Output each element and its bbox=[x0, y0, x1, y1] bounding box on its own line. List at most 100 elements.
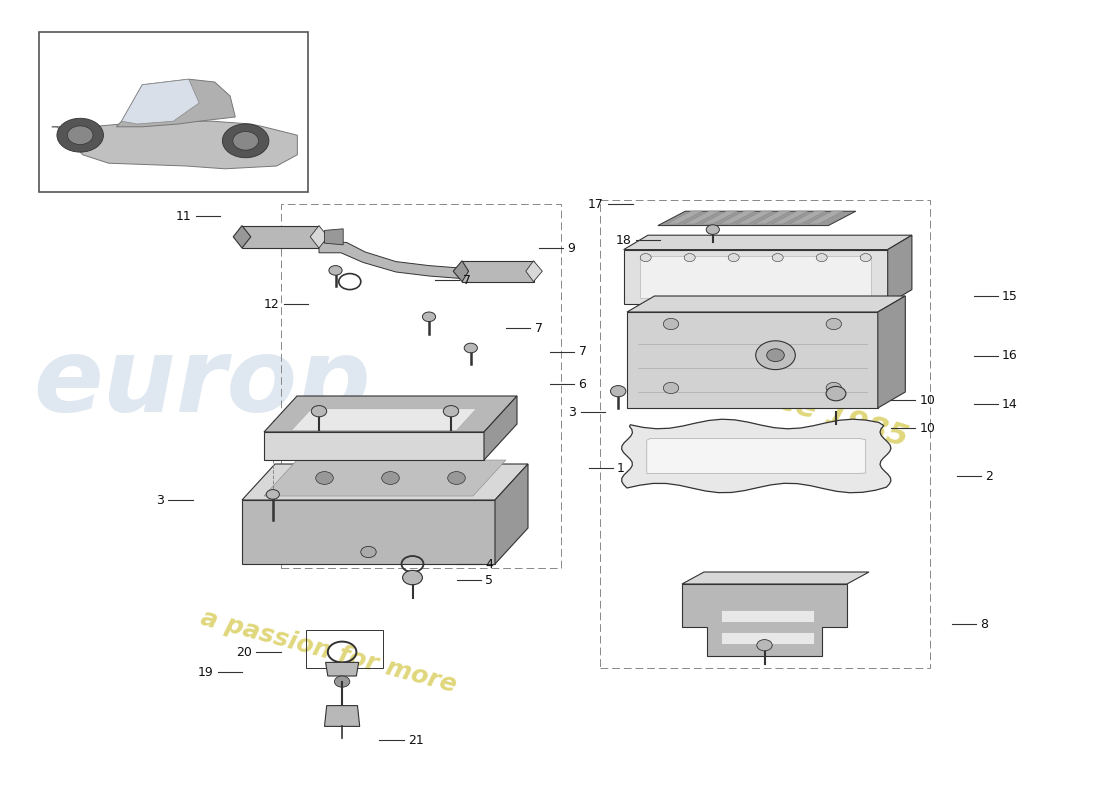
Polygon shape bbox=[324, 229, 343, 245]
Polygon shape bbox=[790, 211, 825, 224]
Polygon shape bbox=[264, 460, 506, 496]
Polygon shape bbox=[807, 211, 843, 224]
Polygon shape bbox=[526, 261, 542, 282]
Circle shape bbox=[464, 343, 477, 353]
Bar bbox=[306, 630, 383, 668]
Polygon shape bbox=[264, 432, 484, 460]
Circle shape bbox=[640, 254, 651, 262]
Polygon shape bbox=[684, 211, 719, 224]
Polygon shape bbox=[624, 235, 912, 250]
Polygon shape bbox=[310, 226, 328, 248]
Text: 21: 21 bbox=[408, 734, 424, 746]
Text: 9: 9 bbox=[568, 242, 575, 254]
Polygon shape bbox=[624, 250, 888, 304]
Text: 8: 8 bbox=[980, 618, 988, 630]
Circle shape bbox=[316, 472, 333, 484]
Polygon shape bbox=[242, 500, 495, 564]
Text: 18: 18 bbox=[616, 234, 631, 246]
Bar bbox=[39, 32, 308, 192]
Circle shape bbox=[826, 318, 842, 330]
Text: 7: 7 bbox=[579, 346, 586, 358]
Polygon shape bbox=[495, 464, 528, 564]
Text: 19: 19 bbox=[198, 666, 213, 678]
Circle shape bbox=[329, 266, 342, 275]
Text: 3: 3 bbox=[569, 406, 576, 418]
Polygon shape bbox=[627, 296, 905, 312]
Polygon shape bbox=[121, 79, 199, 124]
Circle shape bbox=[448, 472, 465, 484]
Polygon shape bbox=[737, 211, 772, 224]
Circle shape bbox=[756, 341, 795, 370]
Circle shape bbox=[382, 472, 399, 484]
Text: 10: 10 bbox=[920, 422, 935, 434]
Circle shape bbox=[361, 546, 376, 558]
Bar bbox=[280, 204, 561, 568]
Polygon shape bbox=[484, 396, 517, 460]
Polygon shape bbox=[242, 464, 528, 500]
Text: 16: 16 bbox=[1002, 350, 1018, 362]
Circle shape bbox=[334, 676, 350, 687]
Circle shape bbox=[403, 570, 422, 585]
Circle shape bbox=[311, 406, 327, 417]
Polygon shape bbox=[658, 211, 856, 226]
Circle shape bbox=[816, 254, 827, 262]
Circle shape bbox=[826, 382, 842, 394]
Polygon shape bbox=[319, 242, 460, 278]
Polygon shape bbox=[453, 261, 469, 282]
Text: 3: 3 bbox=[156, 494, 164, 506]
Bar bbox=[720, 610, 814, 622]
Circle shape bbox=[860, 254, 871, 262]
Polygon shape bbox=[324, 706, 360, 726]
Circle shape bbox=[443, 406, 459, 417]
Circle shape bbox=[826, 386, 846, 401]
Polygon shape bbox=[888, 235, 912, 304]
Circle shape bbox=[233, 131, 258, 150]
Polygon shape bbox=[264, 396, 517, 432]
Text: 20: 20 bbox=[236, 646, 252, 658]
Text: 12: 12 bbox=[264, 298, 279, 310]
Polygon shape bbox=[878, 296, 905, 408]
Polygon shape bbox=[682, 572, 869, 584]
Text: since 1985: since 1985 bbox=[726, 371, 911, 453]
Circle shape bbox=[684, 254, 695, 262]
Circle shape bbox=[728, 254, 739, 262]
Text: europ: europ bbox=[33, 334, 371, 434]
Polygon shape bbox=[326, 662, 359, 676]
Text: 7: 7 bbox=[463, 274, 471, 286]
Polygon shape bbox=[647, 438, 866, 474]
Circle shape bbox=[772, 254, 783, 262]
Text: a passion for more: a passion for more bbox=[198, 606, 459, 698]
Polygon shape bbox=[702, 211, 737, 224]
Text: 4: 4 bbox=[485, 558, 493, 570]
Polygon shape bbox=[640, 256, 871, 298]
Polygon shape bbox=[242, 226, 319, 248]
Polygon shape bbox=[627, 312, 878, 408]
Text: 1: 1 bbox=[617, 462, 625, 474]
Bar bbox=[720, 632, 814, 644]
Bar bbox=[600, 200, 930, 668]
Text: 11: 11 bbox=[176, 210, 191, 222]
Text: 6: 6 bbox=[579, 378, 586, 390]
Circle shape bbox=[67, 126, 94, 145]
Text: 14: 14 bbox=[1002, 398, 1018, 410]
Circle shape bbox=[266, 490, 279, 499]
Polygon shape bbox=[292, 409, 476, 430]
Text: 2: 2 bbox=[986, 470, 993, 482]
Text: 7: 7 bbox=[535, 322, 542, 334]
Polygon shape bbox=[621, 419, 891, 493]
Polygon shape bbox=[462, 261, 534, 282]
Polygon shape bbox=[117, 79, 235, 126]
Text: 5: 5 bbox=[485, 574, 493, 586]
Text: 15: 15 bbox=[1002, 290, 1018, 302]
Circle shape bbox=[706, 225, 719, 234]
Text: 17: 17 bbox=[588, 198, 604, 210]
Circle shape bbox=[610, 386, 626, 397]
Polygon shape bbox=[233, 226, 251, 248]
Circle shape bbox=[222, 124, 268, 158]
Circle shape bbox=[663, 318, 679, 330]
Circle shape bbox=[57, 118, 103, 152]
Polygon shape bbox=[719, 211, 755, 224]
Text: 10: 10 bbox=[920, 394, 935, 406]
Circle shape bbox=[663, 382, 679, 394]
Polygon shape bbox=[682, 584, 847, 656]
